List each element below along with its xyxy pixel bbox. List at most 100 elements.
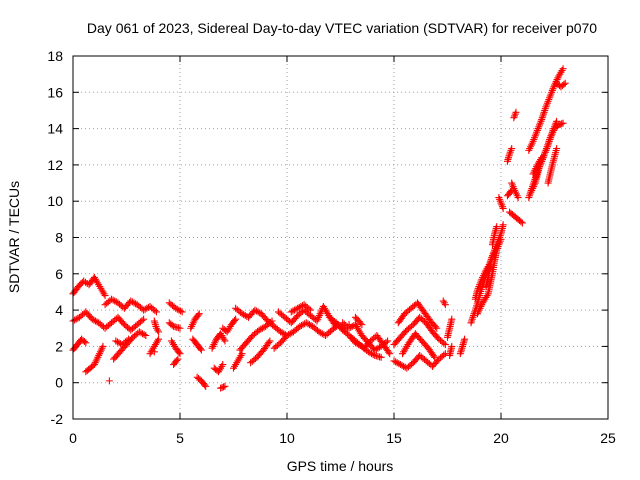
- data-point: [508, 145, 516, 153]
- y-tick-label: 2: [55, 338, 63, 354]
- data-point: [238, 350, 246, 358]
- data-point: [486, 263, 494, 271]
- data-point: [307, 306, 315, 314]
- data-point: [201, 381, 209, 389]
- data-point: [499, 221, 507, 229]
- data-point: [220, 383, 228, 391]
- y-tick-label: 14: [47, 121, 63, 137]
- data-point: [155, 335, 163, 343]
- data-point: [345, 321, 353, 329]
- x-tick-label: 5: [176, 430, 184, 446]
- data-point: [441, 301, 449, 309]
- data-point: [384, 337, 392, 345]
- data-point: [140, 315, 148, 323]
- data-point: [553, 145, 561, 153]
- data-point: [499, 204, 507, 212]
- data-point: [538, 154, 546, 162]
- x-tick-label: 10: [279, 430, 295, 446]
- data-point: [80, 338, 88, 346]
- data-point: [385, 348, 393, 356]
- y-tick-label: 6: [55, 266, 63, 282]
- data-point: [507, 188, 515, 196]
- data-point: [430, 352, 438, 360]
- y-tick-label: 16: [47, 84, 63, 100]
- data-point: [125, 335, 133, 343]
- data-point: [197, 346, 205, 354]
- data-point: [369, 351, 377, 359]
- data-point: [305, 305, 313, 313]
- data-point: [266, 337, 274, 345]
- data-point: [175, 348, 183, 356]
- data-point: [517, 218, 525, 226]
- x-tick-label: 25: [600, 430, 616, 446]
- data-point: [140, 331, 148, 339]
- data-point: [221, 382, 229, 390]
- x-tick-label: 15: [386, 430, 402, 446]
- data-point: [448, 342, 456, 350]
- data-point: [559, 65, 567, 73]
- y-tick-label: 0: [55, 375, 63, 391]
- data-point: [221, 337, 229, 345]
- data-point: [266, 318, 274, 326]
- data-point: [461, 335, 469, 343]
- data-point: [440, 339, 448, 347]
- x-tick-label: 0: [69, 430, 77, 446]
- data-point: [386, 350, 394, 358]
- data-point: [357, 319, 365, 327]
- data-point: [155, 328, 163, 336]
- data-point: [150, 348, 158, 356]
- data-point: [232, 315, 240, 323]
- data-point: [152, 308, 160, 316]
- data-point: [105, 377, 113, 385]
- grid: [73, 56, 608, 419]
- data-point: [448, 315, 456, 323]
- data-point: [231, 317, 239, 325]
- data-point: [101, 292, 109, 300]
- y-tick-label: -2: [51, 411, 64, 427]
- y-tick-label: 8: [55, 230, 63, 246]
- y-tick-label: 10: [47, 193, 63, 209]
- data-point: [176, 350, 184, 358]
- data-point: [358, 321, 366, 329]
- plot-frame: [72, 55, 609, 420]
- data-point: [558, 120, 566, 128]
- y-tick-label: 4: [55, 302, 63, 318]
- data-point: [508, 186, 516, 194]
- data-point: [512, 108, 520, 116]
- data-point: [196, 345, 204, 353]
- data-point: [553, 117, 561, 125]
- data-point: [377, 353, 385, 361]
- data-point: [561, 79, 569, 87]
- data-point: [194, 311, 202, 319]
- data-point: [433, 324, 441, 332]
- data-point: [265, 338, 273, 346]
- data-point: [559, 119, 567, 127]
- data-point: [560, 80, 568, 88]
- data-point: [432, 323, 440, 331]
- data-series: [69, 65, 569, 392]
- data-point: [440, 351, 448, 359]
- data-point: [219, 361, 227, 369]
- data-point: [268, 317, 276, 325]
- axis-tick-labels: 0 5 10 15 20 25 -2 0 2 4 6 8 10 12 14 16 18: [47, 48, 616, 446]
- data-point: [514, 194, 522, 202]
- data-point: [195, 310, 203, 318]
- data-point: [123, 337, 131, 345]
- data-point: [493, 223, 501, 231]
- data-point: [138, 317, 146, 325]
- y-axis-label: SDTVAR / TECUs: [6, 181, 22, 293]
- x-tick-label: 20: [493, 430, 509, 446]
- data-point: [202, 382, 210, 390]
- data-point: [518, 219, 526, 227]
- x-axis-label: GPS time / hours: [287, 458, 394, 474]
- data-point: [174, 355, 182, 363]
- data-point: [99, 342, 107, 350]
- data-point: [178, 308, 186, 316]
- data-point: [177, 307, 185, 315]
- data-point: [142, 332, 150, 340]
- data-point: [176, 324, 184, 332]
- data-point: [82, 339, 90, 347]
- data-point: [441, 341, 449, 349]
